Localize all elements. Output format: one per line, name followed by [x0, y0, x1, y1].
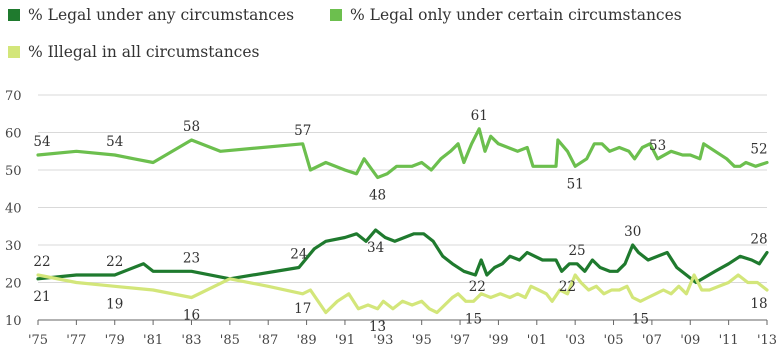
legend-item-legal-any: % Legal under any circumstances [8, 6, 294, 24]
series-line-illegal_all [36, 273, 769, 315]
x-tick-label: '81 [143, 333, 163, 348]
y-tick-label: 40 [5, 202, 22, 217]
series-layer [36, 127, 769, 315]
legend-swatch-illegal-all [8, 46, 20, 58]
x-tick-label: '05 [603, 333, 623, 348]
x-tick-label: '99 [488, 333, 508, 348]
legend-item-legal-certain: % Legal only under certain circumstances [330, 6, 682, 24]
x-tick-label: '95 [412, 333, 432, 348]
x-tick-label: '85 [220, 333, 240, 348]
chart-legend: % Legal under any circumstances % Legal … [6, 0, 776, 80]
data-label-legal_certain: 53 [649, 138, 666, 154]
data-label-illegal_all: 13 [369, 319, 386, 335]
y-tick-label: 20 [5, 277, 22, 292]
data-label-illegal_all: 15 [465, 311, 482, 327]
y-tick-label: 50 [5, 164, 22, 179]
data-label-legal_any: 24 [290, 247, 307, 263]
legend-label-legal-any: % Legal under any circumstances [28, 6, 295, 24]
grid-layer [38, 94, 767, 283]
y-tick-label: 70 [5, 89, 22, 104]
data-label-illegal_all: 17 [294, 301, 311, 317]
data-label-legal_certain: 61 [471, 108, 488, 124]
legend-swatch-legal-any [8, 9, 20, 21]
x-tick-label: '13 [757, 333, 777, 348]
x-tick-label: '93 [373, 333, 393, 348]
legend-label-illegal-all: % Illegal in all circumstances [28, 43, 260, 61]
data-label-legal_any: 21 [33, 289, 50, 305]
x-tick-label: '87 [258, 333, 278, 348]
x-tick-label: '03 [565, 333, 585, 348]
data-label-illegal_all: 22 [559, 279, 576, 295]
data-label-legal_any: 30 [624, 224, 641, 240]
axis-layer: 10 20 30 40 50 60 70 '75 '77 '79 '81 '83 '85 '87 '89 '9… [5, 89, 777, 348]
data-label-legal_any: 34 [367, 240, 384, 256]
x-tick-label: '97 [450, 333, 470, 348]
y-tick-label: 30 [5, 239, 22, 254]
x-tick-label: '09 [680, 333, 700, 348]
data-label-layer: 54 54 58 57 61 48 51 53 52 21 22 23 24 34 25 30 28 22 19 16… [33, 108, 767, 335]
data-label-legal_certain: 52 [750, 142, 767, 158]
data-label-legal_any: 23 [183, 250, 200, 266]
x-tick-label: '83 [181, 333, 201, 348]
data-label-legal_certain: 51 [567, 176, 584, 192]
x-tick-label: '01 [527, 333, 547, 348]
x-tick-label: '07 [642, 333, 662, 348]
data-label-legal_certain: 48 [369, 188, 386, 204]
data-label-illegal_all: 18 [750, 296, 767, 312]
data-label-legal_certain: 57 [294, 123, 311, 139]
y-tick-label: 10 [5, 314, 22, 329]
y-tick-label: 60 [5, 127, 22, 142]
data-label-legal_any: 25 [568, 243, 585, 259]
data-label-illegal_all: 16 [183, 308, 200, 324]
x-tick-label: '89 [297, 333, 317, 348]
data-label-illegal_all: 22 [469, 279, 486, 295]
x-tick-label: '75 [28, 333, 48, 348]
x-tick-label: '79 [105, 333, 125, 348]
legend-item-illegal-all: % Illegal in all circumstances [8, 43, 260, 61]
data-label-illegal_all: 15 [632, 311, 649, 327]
data-label-illegal_all: 19 [106, 296, 123, 312]
data-label-legal_any: 22 [106, 254, 123, 270]
data-label-legal_certain: 54 [106, 134, 123, 150]
series-line-legal_any [36, 228, 769, 285]
legend-label-legal-certain: % Legal only under certain circumstances [350, 6, 682, 24]
x-tick-label: '77 [66, 333, 86, 348]
data-label-legal_certain: 58 [183, 119, 200, 135]
x-tick-label: '11 [719, 333, 739, 348]
data-label-legal_any: 28 [750, 232, 767, 248]
data-label-legal_certain: 54 [33, 134, 50, 150]
data-label-illegal_all: 22 [33, 254, 50, 270]
legend-swatch-legal-certain [330, 9, 342, 21]
series-line-legal_certain [36, 127, 769, 180]
x-tick-label: '91 [335, 333, 355, 348]
